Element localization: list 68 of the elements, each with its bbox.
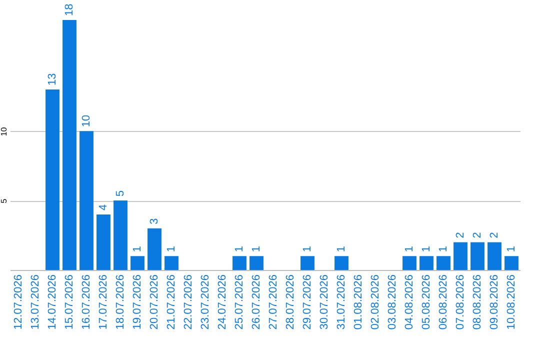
bar: [232, 256, 246, 270]
x-tick-label: 01.08.2026: [352, 274, 364, 330]
data-label: 1: [234, 246, 246, 252]
x-tick-label: 13.07.2026: [30, 274, 42, 330]
x-tick-label: 08.08.2026: [472, 274, 484, 330]
bar: [454, 242, 468, 270]
data-label: 13: [46, 73, 58, 86]
x-tick-label: 02.08.2026: [370, 274, 382, 330]
data-label: 1: [336, 246, 348, 252]
x-tick-label: 12.07.2026: [12, 274, 24, 330]
x-tick-label: 16.07.2026: [80, 274, 92, 330]
data-label: 2: [488, 232, 500, 238]
x-tick-label: 07.08.2026: [454, 274, 466, 330]
bar: [250, 256, 264, 270]
x-tick-label: 19.07.2026: [132, 274, 144, 330]
x-tick-label: 26.07.2026: [250, 274, 262, 330]
x-tick-label: 15.07.2026: [64, 274, 76, 330]
x-tick-label: 06.08.2026: [438, 274, 450, 330]
bar: [148, 228, 162, 270]
x-tick-label: 27.07.2026: [268, 274, 280, 330]
bar: [46, 89, 60, 270]
bar: [470, 242, 484, 270]
data-label: 2: [472, 232, 484, 238]
data-label: 10: [80, 114, 92, 128]
data-label: 4: [98, 204, 110, 210]
data-label: 1: [166, 246, 178, 252]
bar: [62, 20, 76, 270]
data-label: 2: [454, 232, 466, 238]
bar: [504, 256, 518, 270]
data-label: 1: [420, 246, 432, 252]
data-label: 18: [64, 4, 76, 16]
bar: [96, 214, 110, 270]
data-label: 1: [132, 246, 144, 252]
x-tick-label: 24.07.2026: [216, 274, 228, 330]
x-tick-label: 18.07.2026: [114, 274, 126, 330]
data-label: 1: [506, 246, 518, 252]
bar: [80, 131, 94, 270]
x-tick-label: 20.07.2026: [148, 274, 160, 330]
bar: [488, 242, 502, 270]
bar: [114, 200, 128, 270]
x-tick-label: 28.07.2026: [284, 274, 296, 330]
x-tick-label: 31.07.2026: [336, 274, 348, 330]
bar: [420, 256, 434, 270]
x-tick-label: 30.07.2026: [318, 274, 330, 330]
x-tick-label: 05.08.2026: [420, 274, 432, 330]
x-tick-label: 23.07.2026: [200, 274, 212, 330]
bar: [130, 256, 144, 270]
x-tick-label: 10.08.2026: [506, 274, 518, 330]
bar: [164, 256, 178, 270]
data-label: 5: [114, 190, 126, 197]
x-tick-label: 04.08.2026: [404, 274, 416, 330]
x-tick-label: 29.07.2026: [302, 274, 314, 330]
x-tick-label: 03.08.2026: [386, 274, 398, 330]
bar: [436, 256, 450, 270]
x-tick-label: 17.07.2026: [98, 274, 110, 330]
x-tick-label: 25.07.2026: [234, 274, 246, 330]
x-tick-label: 09.08.2026: [488, 274, 500, 330]
data-label: 1: [404, 246, 416, 252]
data-label: 1: [302, 246, 314, 252]
bar: [402, 256, 416, 270]
bar: [334, 256, 348, 270]
data-label: 1: [438, 246, 450, 252]
x-tick-label: 22.07.2026: [182, 274, 194, 330]
x-tick-label: 14.07.2026: [46, 274, 58, 330]
data-label: 3: [148, 218, 160, 224]
bar: [300, 256, 314, 270]
x-tick-label: 21.07.2026: [166, 274, 178, 330]
data-label: 1: [250, 246, 262, 252]
